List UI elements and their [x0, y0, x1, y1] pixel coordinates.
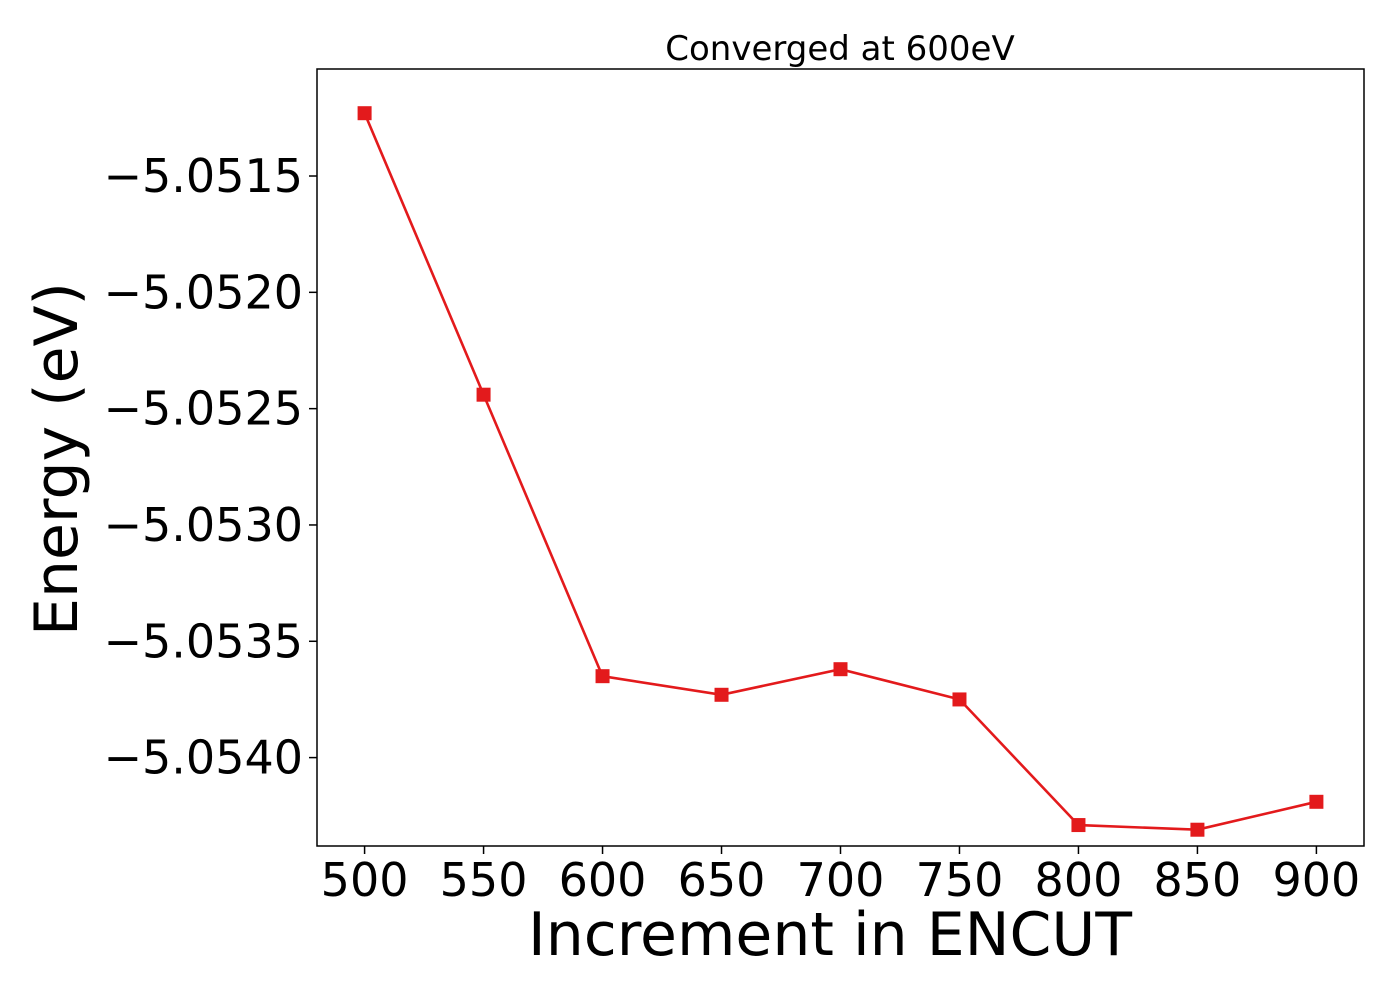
data-point-marker	[476, 387, 491, 402]
y-tick-label: −5.0535	[104, 614, 304, 668]
series-line	[363, 112, 1317, 832]
data-point-marker	[1309, 794, 1324, 809]
data-point-marker	[1190, 822, 1205, 837]
y-axis-ticks: −5.0515 −5.0520 −5.0525 −5.0530 −5.0535 −5.05…	[104, 149, 317, 785]
x-tick-label: 850	[1154, 853, 1242, 907]
x-tick-label: 500	[321, 853, 409, 907]
y-tick-label: −5.0520	[104, 265, 304, 319]
plot-area-frame	[316, 68, 1365, 847]
data-point-marker	[357, 106, 372, 121]
x-tick-label: 900	[1273, 853, 1361, 907]
x-axis-ticks: 500 550 600 650 700 750 800 850 900	[321, 846, 1361, 907]
x-tick-label: 550	[440, 853, 528, 907]
x-tick-label: 600	[559, 853, 647, 907]
x-axis-label: Increment in ENCUT	[528, 900, 1132, 970]
y-tick-label: −5.0540	[104, 731, 304, 785]
x-tick-label: 650	[678, 853, 766, 907]
y-axis-label: Energy (eV)	[22, 282, 92, 636]
data-point-marker	[1071, 818, 1086, 833]
y-tick-label: −5.0525	[104, 382, 304, 436]
x-tick-label: 800	[1035, 853, 1123, 907]
y-tick-label: −5.0530	[104, 498, 304, 552]
series-layer	[357, 106, 1324, 837]
data-point-marker	[714, 687, 729, 702]
data-point-marker	[952, 692, 967, 707]
x-tick-label: 700	[797, 853, 885, 907]
x-tick-label: 750	[916, 853, 1004, 907]
y-tick-label: −5.0515	[104, 149, 304, 203]
chart-title: Converged at 600eV	[665, 29, 1014, 69]
data-point-marker	[595, 669, 610, 684]
data-point-marker	[833, 662, 848, 677]
